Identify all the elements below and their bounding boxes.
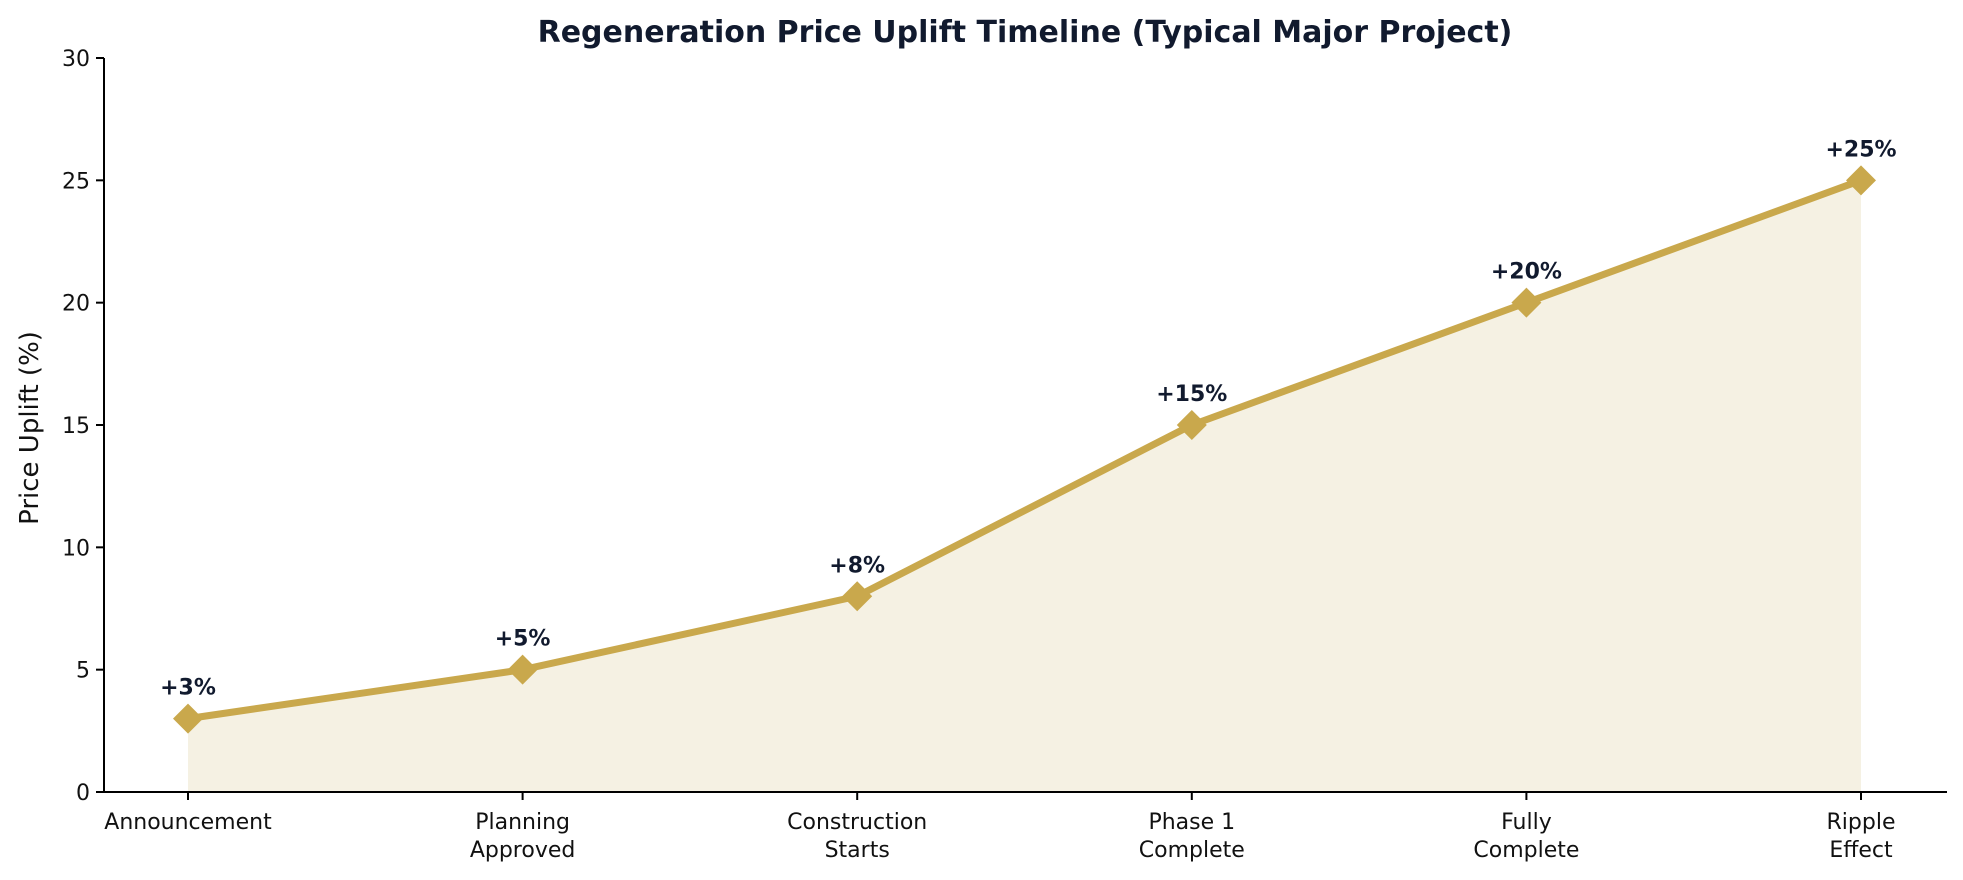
y-tick-label: 5 (76, 659, 90, 684)
series-line (184, 176, 1865, 723)
x-tick-label-line: Complete (1473, 838, 1579, 863)
y-tick-label: 20 (62, 292, 90, 317)
chart-title: Regeneration Price Uplift Timeline (Typi… (538, 15, 1513, 50)
y-axis-label: Price Uplift (%) (15, 331, 45, 525)
x-tick-label: Fully Complete (1473, 810, 1579, 863)
x-tick-label-line: Ripple (1827, 810, 1896, 835)
x-tick-label: Phase 1 Complete (1139, 810, 1245, 863)
x-tick-label: Construction Starts (787, 810, 927, 863)
x-tick-label: Planning Approved (470, 810, 576, 863)
y-tick-label: 30 (62, 47, 90, 72)
data-label: +15% (1156, 382, 1227, 407)
x-tick-label-line: Approved (470, 838, 576, 863)
marker-layer (173, 165, 1876, 734)
x-tick-label-line: Starts (825, 838, 890, 863)
data-point-marker (1511, 287, 1542, 318)
data-point-marker (842, 581, 873, 612)
x-tick-label-line: Phase 1 (1148, 810, 1235, 835)
y-tick-label: 25 (62, 169, 90, 194)
y-tick-label: 0 (76, 781, 90, 806)
data-point-marker (507, 654, 538, 685)
data-label: +25% (1825, 137, 1896, 162)
x-tick-label-line: Planning (475, 810, 570, 835)
data-label: +20% (1491, 260, 1562, 285)
data-label: +8% (829, 553, 885, 578)
data-label-layer: +3% +5% +8% +15% +20% +25% (160, 137, 1896, 700)
x-tick-label-line: Effect (1829, 838, 1893, 863)
tick-layer: 0 5 10 15 20 25 30 Announcement Planning Approved… (62, 47, 1895, 863)
series-line-layer (184, 176, 1865, 723)
x-tick-label-line: Complete (1139, 838, 1245, 863)
x-tick-label: Announcement (104, 810, 272, 835)
data-label: +5% (495, 627, 551, 652)
x-tick-label-line: Construction (787, 810, 927, 835)
y-tick-label: 15 (62, 414, 90, 439)
y-tick-label: 10 (62, 536, 90, 561)
data-label: +3% (160, 676, 216, 701)
x-tick-label: Ripple Effect (1827, 810, 1896, 863)
data-point-marker (1176, 410, 1207, 440)
data-point-marker (1846, 165, 1876, 196)
x-tick-label-line: Fully (1501, 810, 1552, 835)
x-tick-label-line: Announcement (104, 810, 272, 835)
data-point-marker (173, 703, 203, 734)
